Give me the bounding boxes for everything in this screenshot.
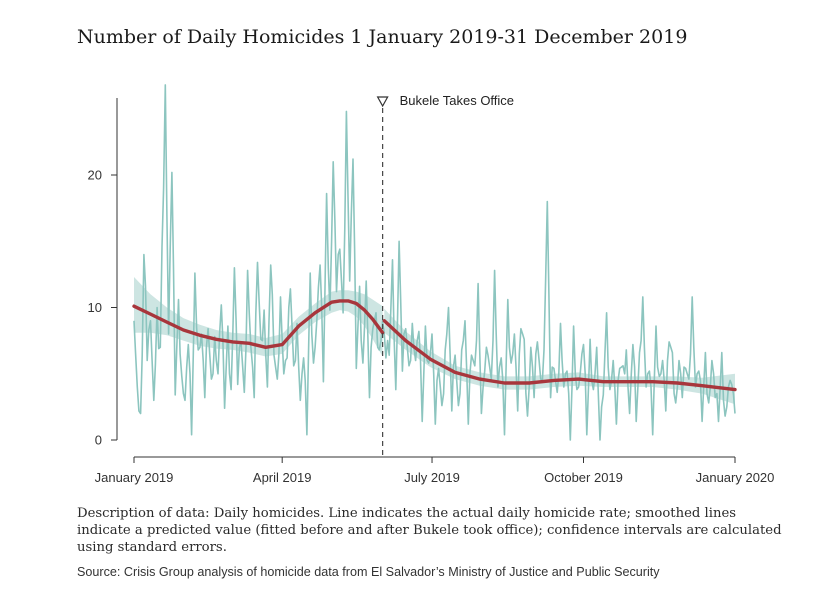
fitted-line-before xyxy=(132,299,385,349)
x-tick-label: July 2019 xyxy=(404,470,460,485)
triangle-marker-icon xyxy=(376,96,389,108)
confidence-band-before xyxy=(134,277,383,357)
daily-series xyxy=(133,84,736,441)
annotation-group: Bukele Takes Office xyxy=(376,93,514,457)
y-tick-label: 20 xyxy=(88,168,102,183)
x-tick-label: January 2020 xyxy=(696,470,775,485)
x-tick-label: January 2019 xyxy=(95,470,174,485)
y-tick-label: 10 xyxy=(88,300,102,315)
axes: 0 10 20 January 2019 April 2019 July 2019 Octo… xyxy=(88,98,775,485)
homicides-line-chart: 0 10 20 January 2019 April 2019 July 2019 Octo… xyxy=(88,84,775,485)
y-tick-label: 0 xyxy=(95,433,102,448)
daily-homicides-line xyxy=(133,84,736,441)
chart-title: Number of Daily Homicides 1 January 2019… xyxy=(77,26,688,48)
annotation-label: Bukele Takes Office xyxy=(400,93,514,108)
fitted-series xyxy=(132,299,737,392)
x-tick-label: October 2019 xyxy=(544,470,623,485)
source-note: Source: Crisis Group analysis of homicid… xyxy=(77,565,660,579)
fitted-line-after xyxy=(382,319,737,392)
data-description: Description of data: Daily homicides. Li… xyxy=(77,506,782,555)
x-tick-label: April 2019 xyxy=(253,470,312,485)
